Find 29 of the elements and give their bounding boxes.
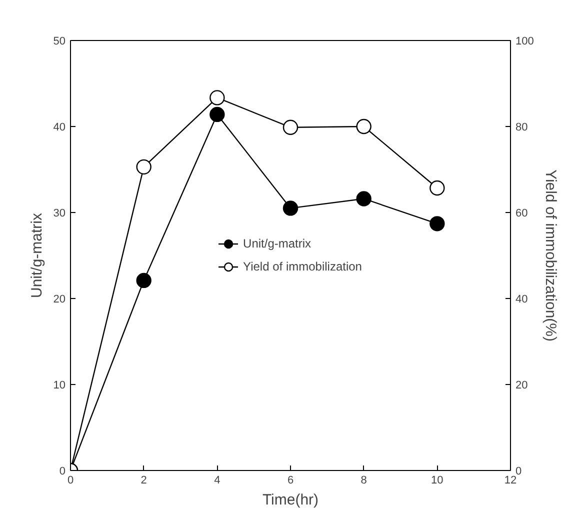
y2-tick-label: 20 bbox=[516, 380, 528, 392]
x-tick-label: 6 bbox=[287, 474, 294, 486]
x-axis-title: Time(hr) bbox=[262, 492, 319, 508]
point bbox=[282, 200, 298, 216]
y-tick-label: 10 bbox=[53, 380, 66, 392]
x-tick-label: 0 bbox=[67, 474, 74, 486]
y-axis-title: Unit/g-matrix bbox=[28, 212, 46, 298]
x-tick-label: 12 bbox=[504, 474, 517, 486]
point bbox=[136, 272, 152, 288]
legend-label: Yield of immobilization bbox=[243, 260, 362, 274]
x-tick-label: 2 bbox=[140, 474, 147, 486]
x-tick-label: 8 bbox=[360, 474, 367, 486]
y-tick-label: 0 bbox=[59, 466, 66, 478]
point bbox=[210, 106, 225, 122]
y2-tick-label: 100 bbox=[516, 36, 534, 48]
y2-axis-title: Yield of immobilization(%) bbox=[542, 170, 559, 342]
y2-tick-label: 60 bbox=[516, 208, 528, 220]
y2-tick-label: 0 bbox=[516, 466, 522, 478]
y-tick-label: 30 bbox=[53, 208, 66, 220]
x-tick-label: 4 bbox=[214, 474, 220, 486]
y-tick-label: 40 bbox=[53, 122, 66, 134]
y-tick-label: 50 bbox=[53, 36, 66, 48]
y-tick-label: 20 bbox=[53, 294, 66, 306]
point bbox=[356, 191, 372, 206]
y2-tick-label: 80 bbox=[516, 122, 528, 134]
y2-tick-label: 40 bbox=[516, 294, 528, 306]
x-tick-label: 10 bbox=[431, 474, 444, 486]
legend-label: Unit/g-matrix bbox=[243, 236, 312, 250]
point bbox=[430, 216, 445, 232]
